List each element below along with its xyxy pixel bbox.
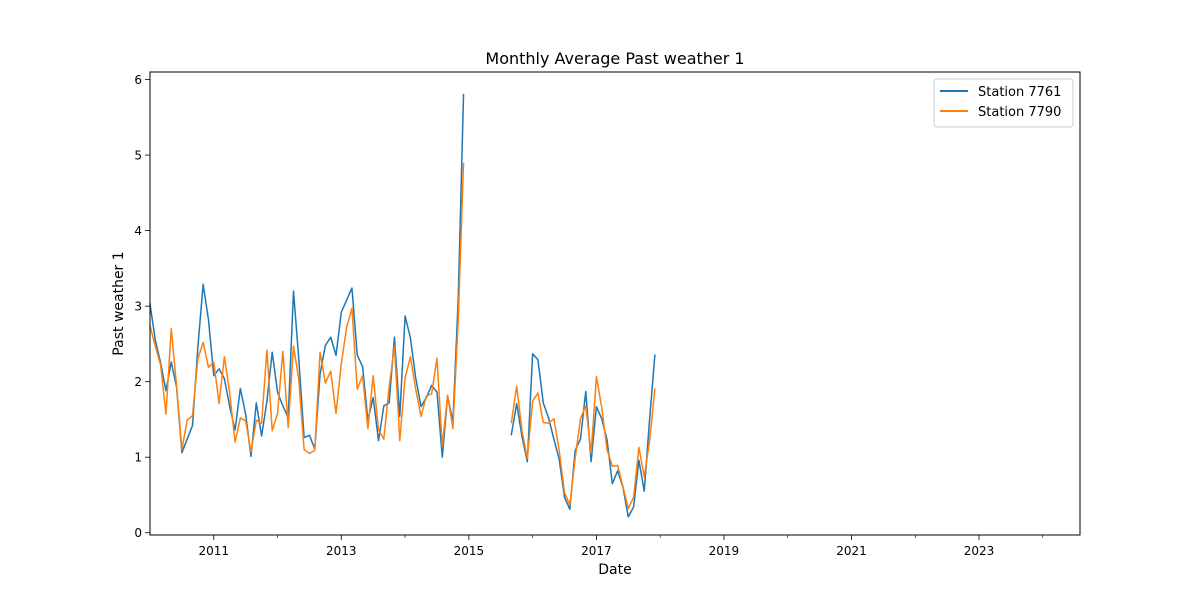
- x-tick-label: 2011: [198, 544, 229, 558]
- x-tick-label: 2013: [326, 544, 357, 558]
- legend-label-1: Station 7761: [978, 85, 1061, 100]
- x-tick-label: 2021: [836, 544, 867, 558]
- y-tick-label: 2: [134, 375, 142, 389]
- y-axis: 0 1 2 3 4 5 6: [134, 73, 150, 540]
- plot-background: [150, 72, 1080, 535]
- y-tick-label: 4: [134, 224, 142, 238]
- series-line-2-segment-1: [149, 162, 465, 455]
- series-layer: [149, 93, 656, 518]
- y-tick-label: 0: [134, 526, 142, 540]
- y-tick-label: 3: [134, 300, 142, 314]
- y-axis-label: Past weather 1: [111, 251, 127, 355]
- series-line-1-segment-1: [149, 93, 465, 458]
- legend-items: Station 7761 Station 7790: [940, 85, 1061, 120]
- x-tick-label: 2019: [709, 544, 740, 558]
- legend-label-2: Station 7790: [978, 105, 1061, 120]
- plot-area: 2011 2013 2015 2017 2019 2021 2023 0 1 2 3 4 5 6: [134, 71, 1081, 558]
- chart-title: Monthly Average Past weather 1: [485, 49, 744, 68]
- y-tick-label: 5: [134, 149, 142, 163]
- x-tick-label: 2015: [454, 544, 485, 558]
- plot-frame: [149, 71, 1081, 536]
- x-axis: 2011 2013 2015 2017 2019 2021 2023: [198, 535, 1044, 558]
- y-tick-label: 1: [134, 451, 142, 465]
- x-tick-label: 2023: [964, 544, 995, 558]
- legend-box: [933, 78, 1074, 128]
- series-line-2-segment-2: [510, 375, 656, 510]
- legend: Station 7761 Station 7790: [933, 78, 1074, 128]
- x-tick-label: 2017: [581, 544, 612, 558]
- y-tick-label: 6: [134, 73, 142, 87]
- x-axis-label: Date: [598, 562, 631, 578]
- series-line-1-segment-2: [510, 352, 656, 518]
